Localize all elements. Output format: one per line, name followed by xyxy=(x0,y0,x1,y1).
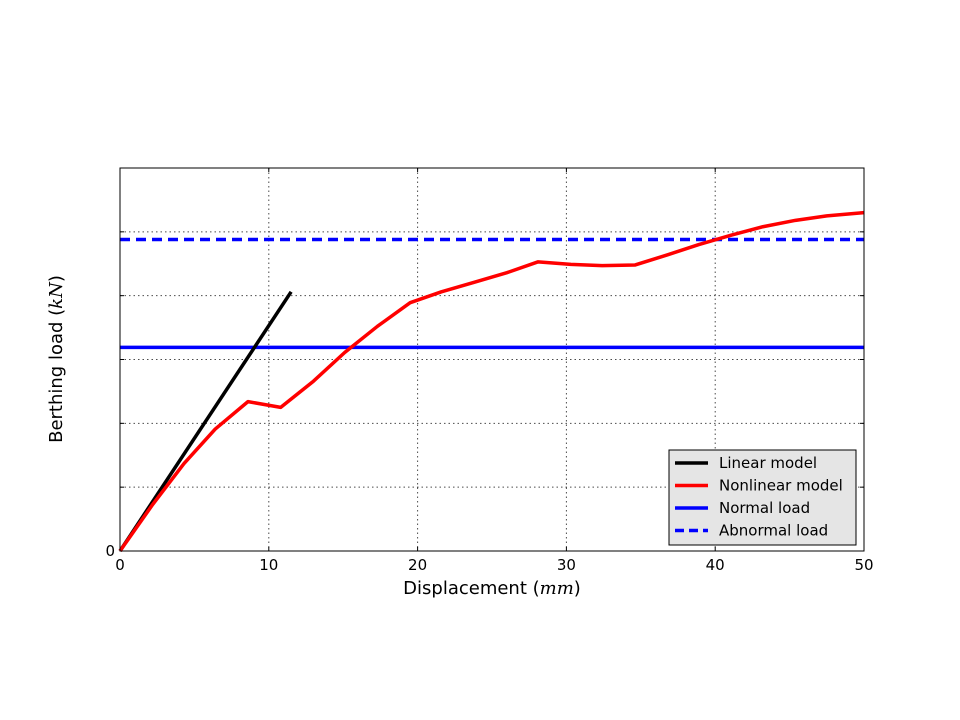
legend-label: Normal load xyxy=(719,499,810,517)
legend-entry-nonlinear-model: Nonlinear model xyxy=(675,477,843,495)
legend-entry-abnormal-load: Abnormal load xyxy=(675,522,828,540)
x-axis-label: Displacement (mm) xyxy=(403,578,581,599)
y-axis-unit: kN xyxy=(46,281,67,309)
legend-label: Abnormal load xyxy=(719,522,828,540)
x-axis-unit: mm xyxy=(540,578,574,599)
legend: Linear model Nonlinear model Normal load Ab… xyxy=(668,449,857,546)
series-nonlinear-model-line xyxy=(118,210,865,553)
series-layer xyxy=(118,210,865,553)
x-tick-label: 0 xyxy=(115,556,125,574)
x-tick-label: 10 xyxy=(259,556,278,574)
tick-labels: 0 10 20 30 40 50 0 xyxy=(105,542,873,574)
legend-label: Nonlinear model xyxy=(719,477,843,495)
legend-entry-normal-load: Normal load xyxy=(675,499,810,517)
x-tick-label: 40 xyxy=(706,556,725,574)
x-tick-label: 20 xyxy=(408,556,427,574)
y-axis-label: Berthing load (kN) xyxy=(46,275,67,443)
legend-box xyxy=(668,449,857,546)
x-tick-label: 30 xyxy=(557,556,576,574)
y-tick-label: 0 xyxy=(105,542,115,560)
grid xyxy=(120,168,864,551)
legend-entry-linear-model: Linear model xyxy=(675,454,817,472)
x-tick-label: 50 xyxy=(854,556,873,574)
legend-label: Linear model xyxy=(719,454,817,472)
tick-marks xyxy=(119,168,865,552)
